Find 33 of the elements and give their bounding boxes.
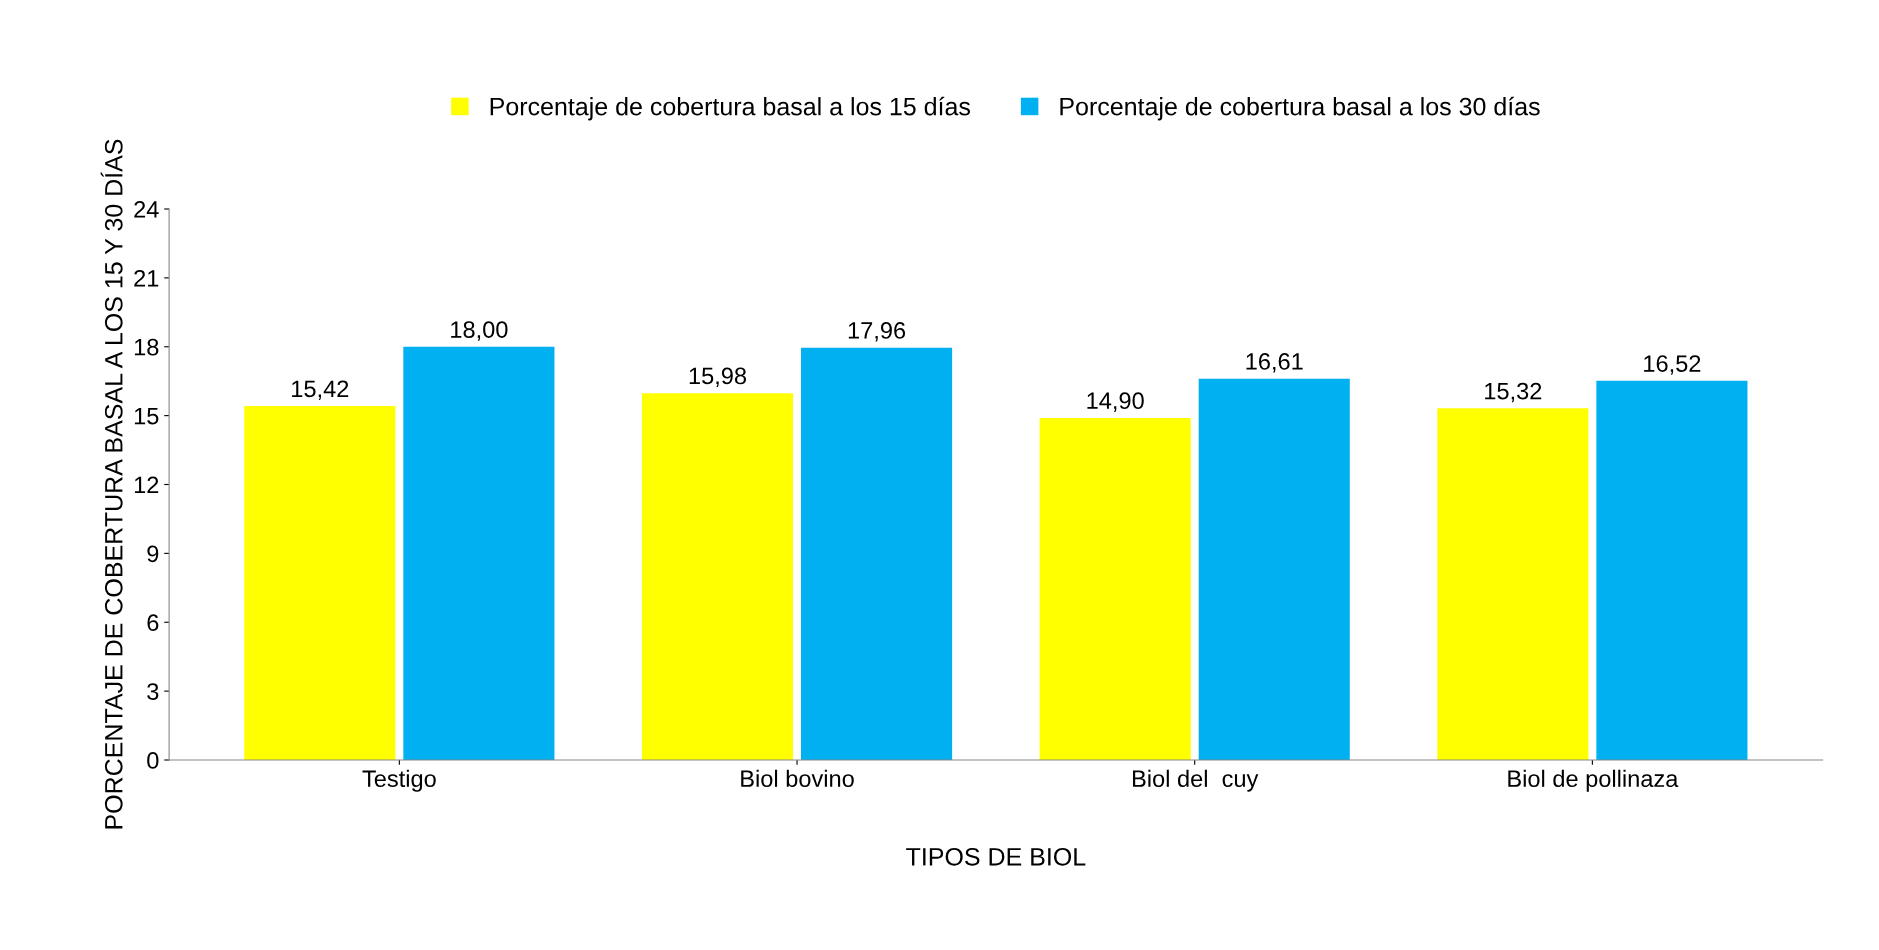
y-tick-label: 18: [134, 338, 159, 356]
y-tick-label: 15: [134, 407, 159, 425]
bar: [1039, 417, 1191, 760]
data-label: 16,61: [1246, 353, 1303, 373]
y-tick-label: 3: [147, 683, 159, 700]
x-tick-label: Biol de pollinaza: [1508, 769, 1679, 792]
bar: [641, 393, 794, 760]
data-label: 14,90: [1087, 392, 1144, 412]
data-label: 15,98: [689, 367, 747, 388]
bar: [244, 405, 396, 760]
legend-label: Porcentaje de cobertura basal a los 15 días: [490, 96, 970, 121]
data-label: 15,32: [1485, 382, 1542, 403]
bar: [1198, 378, 1350, 760]
y-tick-label: 9: [147, 545, 159, 563]
bar: [1596, 380, 1748, 760]
x-tick-label: Biol del cuy: [1132, 769, 1259, 792]
y-axis-title: PORCENTAJE DE COBERTURA BASAL A LOS 15 Y 30 DÍAS: [100, 139, 123, 829]
bar: [403, 346, 555, 760]
y-tick-label: 6: [147, 614, 159, 632]
data-label: 18,00: [451, 321, 508, 341]
y-tick-label: 21: [134, 269, 159, 287]
x-axis-title: TIPOS DE BIOL: [906, 847, 1086, 866]
x-tick-label: Biol bovino: [741, 769, 854, 788]
y-tick-label: 12: [134, 476, 159, 494]
data-label: 16,52: [1644, 355, 1701, 375]
bar: [1437, 408, 1589, 760]
x-tick-label: Testigo: [362, 769, 436, 792]
data-label: 15,42: [292, 380, 349, 400]
y-tick-label: 0: [147, 752, 159, 769]
bar: [801, 347, 953, 760]
data-label: 17,96: [848, 322, 906, 342]
y-tick-label: 24: [134, 201, 159, 218]
legend-label: Porcentaje de cobertura basal a los 30 días: [1060, 96, 1540, 121]
